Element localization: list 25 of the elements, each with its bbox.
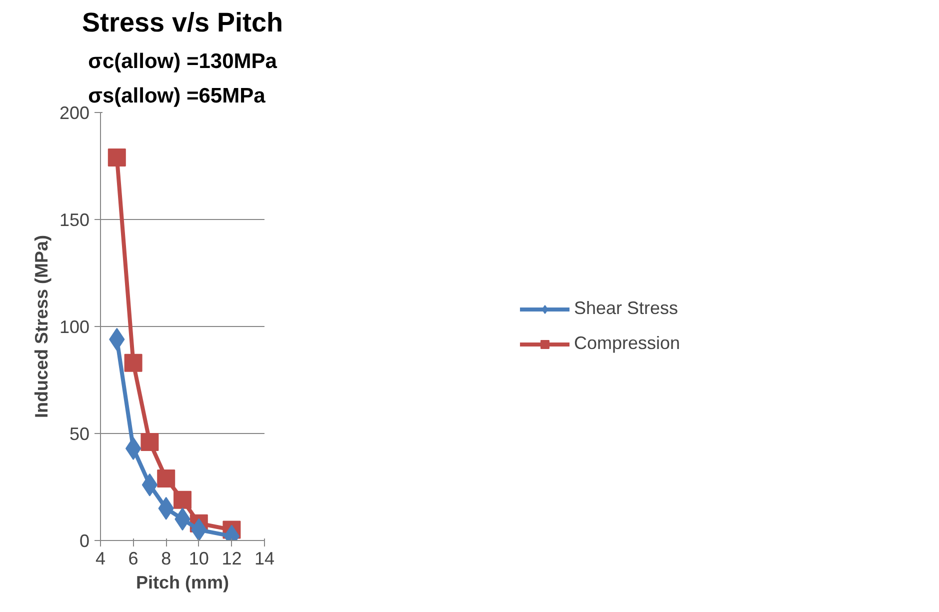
point — [124, 354, 142, 372]
legend-label: Compression — [574, 333, 680, 354]
x-tick-label: 8 — [161, 548, 172, 568]
x-tick-label: 12 — [222, 548, 242, 568]
x-tick-label: 14 — [254, 548, 275, 568]
x-tick-label: 10 — [188, 548, 209, 568]
point — [125, 436, 142, 460]
y-tick-label: 0 — [79, 531, 90, 551]
y-tick-label: 150 — [59, 210, 90, 230]
legend-label: Shear Stress — [574, 298, 678, 319]
x-tick-label: 6 — [128, 548, 138, 568]
y-tick-label: 50 — [69, 424, 90, 444]
x-axis-title: Pitch (mm) — [136, 572, 230, 592]
y-tick-label: 100 — [59, 317, 90, 337]
chart-subtitle: σc(allow) =130MPa σs(allow) =65MPa — [88, 50, 278, 108]
point — [142, 473, 158, 496]
y-tick-label: 200 — [59, 103, 90, 123]
point — [108, 148, 126, 166]
point — [140, 433, 159, 452]
y-axis-title: Induced Stress (MPa) — [31, 234, 52, 418]
x-tick-label: 4 — [95, 548, 106, 568]
point — [157, 469, 176, 488]
point — [191, 518, 207, 540]
point — [174, 490, 192, 509]
chart-title: Stress v/s Pitch — [82, 8, 284, 38]
